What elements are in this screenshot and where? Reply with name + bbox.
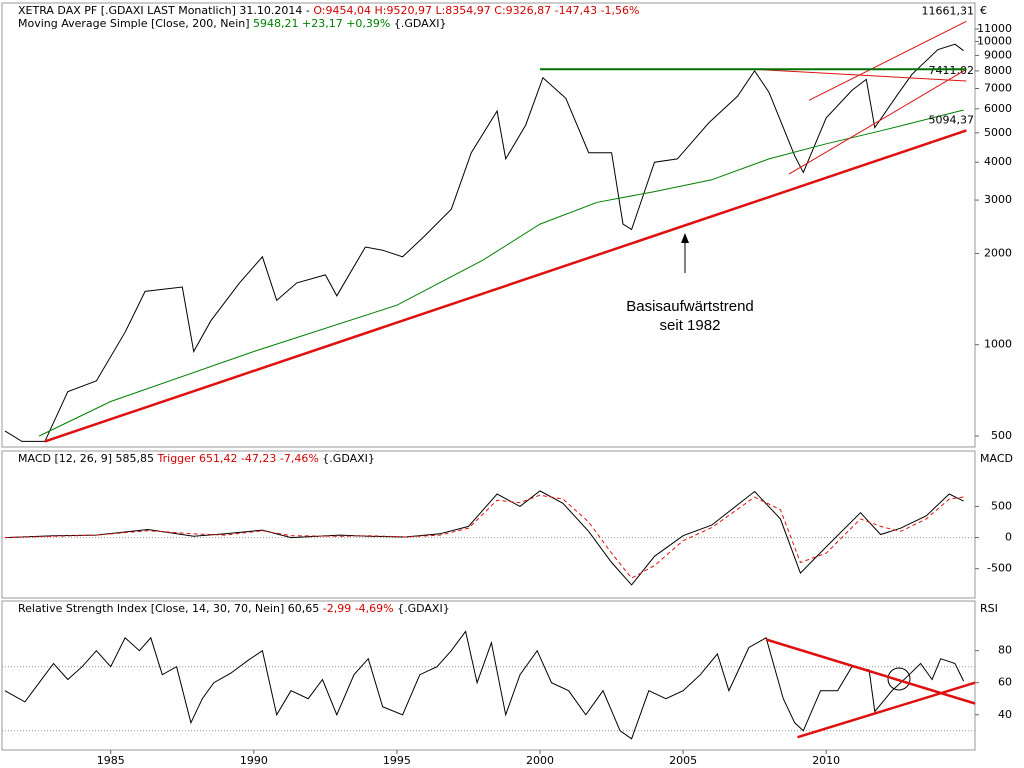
trendline bbox=[44, 129, 967, 443]
panel-frame bbox=[1, 600, 976, 751]
highlight-circle bbox=[887, 667, 911, 691]
header-segment: Relative Strength Index [Close, 14, 30, … bbox=[18, 602, 323, 615]
y-tick-label: 6000 bbox=[984, 102, 1012, 115]
panel-frame bbox=[1, 2, 976, 448]
series-line bbox=[4, 490, 964, 586]
header-segment: MACD [12, 26, 9] 585,85 bbox=[18, 452, 158, 465]
series-line bbox=[38, 109, 964, 437]
series-line bbox=[4, 494, 964, 579]
header-segment: {.GDAXI} bbox=[390, 17, 446, 30]
y-tick-label: 1000 bbox=[984, 338, 1012, 351]
header-segment: Trigger 651,42 -47,23 -7,46% bbox=[157, 452, 319, 465]
axis-label: RSI bbox=[980, 602, 998, 615]
trendline bbox=[808, 20, 967, 101]
series-line bbox=[4, 43, 964, 442]
header-segment: 5948,21 +23,17 +0,39% bbox=[253, 17, 390, 30]
y-tick-label: 10000 bbox=[977, 35, 1012, 48]
header-segment: -2,99 -4,69% bbox=[323, 602, 394, 615]
arrow-head bbox=[681, 233, 689, 243]
panel-header: Relative Strength Index [Close, 14, 30, … bbox=[18, 602, 450, 615]
x-tick-label: 1990 bbox=[240, 754, 268, 767]
header-segment: Moving Average Simple [Close, 200, Nein] bbox=[18, 17, 253, 30]
y-tick-label: 3000 bbox=[984, 193, 1012, 206]
trendline-label: 11661,31 bbox=[922, 4, 975, 17]
axis-label: € bbox=[980, 4, 987, 17]
y-tick-label: 4000 bbox=[984, 155, 1012, 168]
y-tick-label: 9000 bbox=[984, 48, 1012, 61]
y-tick-label: 500 bbox=[991, 429, 1012, 442]
y-tick-label: -500 bbox=[987, 562, 1012, 575]
y-tick-label: 5000 bbox=[984, 126, 1012, 139]
panel-header: Moving Average Simple [Close, 200, Nein]… bbox=[18, 17, 446, 30]
y-tick-label: 8000 bbox=[984, 64, 1012, 77]
x-tick-label: 2000 bbox=[526, 754, 554, 767]
panel-frame bbox=[1, 450, 976, 599]
annotation: seit 1982 bbox=[660, 317, 721, 334]
x-tick-label: 2005 bbox=[669, 754, 697, 767]
y-tick-label: 80 bbox=[998, 644, 1012, 657]
x-tick-label: 1995 bbox=[383, 754, 411, 767]
y-tick-label: 7000 bbox=[984, 82, 1012, 95]
y-tick-label: 500 bbox=[991, 499, 1012, 512]
header-segment: {.GDAXI} bbox=[319, 452, 375, 465]
header-segment: {.GDAXI} bbox=[394, 602, 450, 615]
trendline bbox=[797, 681, 976, 739]
panel-header: MACD [12, 26, 9] 585,85 Trigger 651,42 -… bbox=[18, 452, 375, 465]
y-tick-label: 40 bbox=[998, 708, 1012, 721]
axis-label: MACD bbox=[980, 452, 1013, 465]
trendline bbox=[754, 68, 967, 82]
header-segment: O:9454,04 H:9520,97 L:8354,97 C:9326,87 … bbox=[313, 4, 639, 17]
y-tick-label: 60 bbox=[998, 676, 1012, 689]
trendline-label: 7411,02 bbox=[929, 64, 975, 77]
y-tick-label: 2000 bbox=[984, 246, 1012, 259]
annotation: Basisaufwärtstrend bbox=[626, 298, 754, 315]
panel-header: XETRA DAX PF [.GDAXI LAST Monatlich] 31.… bbox=[18, 4, 640, 17]
y-tick-label: 0 bbox=[1005, 531, 1012, 544]
trendline-label: 5094,37 bbox=[929, 113, 975, 126]
header-segment: XETRA DAX PF [.GDAXI LAST Monatlich] 31.… bbox=[18, 4, 313, 17]
trendline bbox=[788, 68, 967, 175]
x-tick-label: 2010 bbox=[812, 754, 840, 767]
x-tick-label: 1985 bbox=[97, 754, 125, 767]
y-tick-label: 11000 bbox=[977, 22, 1012, 35]
series-line bbox=[4, 630, 965, 740]
